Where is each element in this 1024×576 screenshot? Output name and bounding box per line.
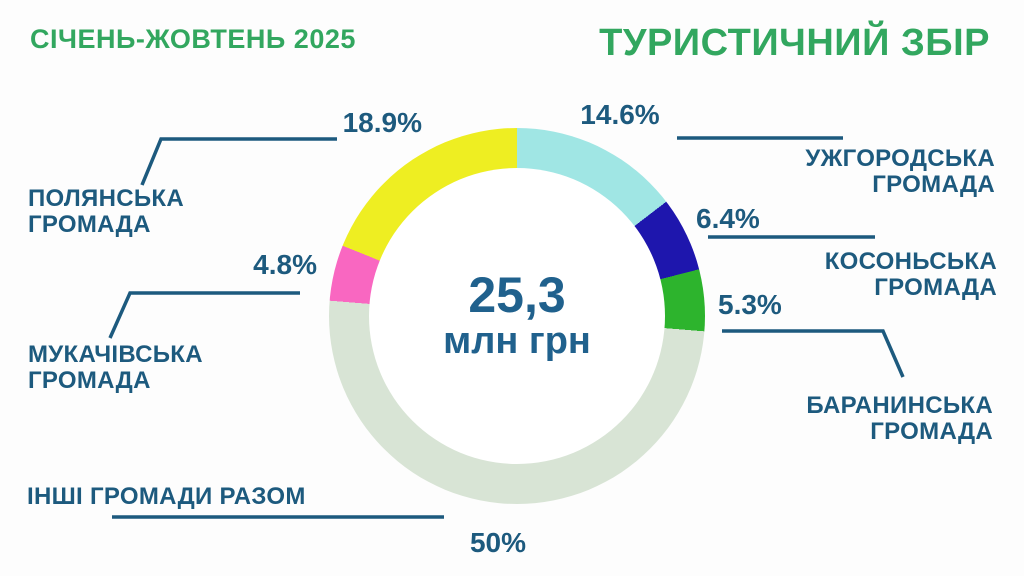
- community-label-mukachivska: МУКАЧІВСЬКА ГРОМАДА: [28, 341, 203, 395]
- community-label-inshi: ІНШІ ГРОМАДИ РАЗОМ: [27, 483, 306, 510]
- percent-label-polianska: 18.9%: [342, 107, 422, 138]
- callout-line-baraninska: [722, 329, 905, 378]
- community-label-kosonska: КОСОНЬСЬКА ГРОМАДА: [824, 248, 997, 302]
- percent-label-kosonska: 6.4%: [696, 203, 760, 234]
- community-label-baraninska: БАРАНИНСЬКА ГРОМАДА: [806, 392, 993, 446]
- community-label-uzhhorodska: УЖГОРОДСЬКА ГРОМАДА: [805, 145, 995, 199]
- community-label-line: ПОЛЯНСЬКА: [28, 185, 185, 212]
- community-label-line: КОСОНЬСЬКА: [824, 248, 997, 275]
- community-label-line: ГРОМАДА: [874, 274, 997, 302]
- donut-hole: 25,3 млн грн: [369, 168, 665, 464]
- community-label-line: БАРАНИНСЬКА: [806, 392, 993, 419]
- percent-label-uzhhorodska: 14.6%: [580, 99, 660, 130]
- community-label-line: ГРОМАДА: [872, 171, 995, 199]
- percent-label-mukachivska: 4.8%: [253, 249, 317, 280]
- community-label-polianska: ПОЛЯНСЬКА ГРОМАДА: [28, 185, 185, 239]
- community-label-line: ГРОМАДА: [28, 211, 151, 239]
- donut-chart: 25,3 млн грн: [329, 128, 705, 504]
- total-unit: млн грн: [443, 320, 591, 363]
- community-label-line: ІНШІ ГРОМАДИ РАЗОМ: [27, 483, 306, 510]
- period-label: СІЧЕНЬ-ЖОВТЕНЬ 2025: [30, 24, 356, 54]
- callout-line-mukachivska: [108, 291, 300, 339]
- percent-label-inshi: 50%: [469, 527, 527, 558]
- community-label-line: ГРОМАДА: [28, 367, 151, 395]
- percent-label-baraninska: 5.3%: [718, 289, 782, 320]
- community-label-line: ГРОМАДА: [870, 418, 993, 446]
- community-label-line: УЖГОРОДСЬКА: [805, 145, 995, 172]
- community-label-line: МУКАЧІВСЬКА: [28, 341, 203, 368]
- callout-line-polianska: [140, 137, 337, 186]
- total-value: 25,3: [468, 266, 566, 323]
- page-title: ТУРИСТИЧНИЙ ЗБІР: [599, 22, 990, 64]
